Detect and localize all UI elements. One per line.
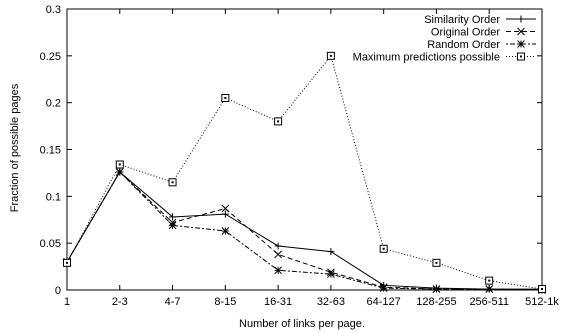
data-point: [168, 221, 177, 230]
data-point: [379, 284, 388, 292]
series-line: [66, 171, 543, 291]
data-point: [485, 276, 494, 285]
legend-label: Similarity Order: [424, 14, 500, 26]
x-tick-label: 2-3: [112, 296, 128, 308]
x-tick-label: 64-127: [367, 296, 401, 308]
data-point: [379, 244, 388, 253]
data-point: [221, 227, 230, 235]
y-axis: 0 0.05 0.1 0.15 0.2 0.25 0.3: [40, 4, 542, 297]
legend-marker: [517, 27, 525, 36]
y-tick-label: 0: [55, 285, 61, 297]
x-tick-label: 4-7: [165, 296, 181, 308]
x-tick-label: 16-31: [264, 296, 292, 308]
y-tick-label: 0.1: [46, 191, 61, 203]
data-point: [115, 168, 124, 176]
legend-item: Random Order: [427, 39, 536, 51]
y-tick-label: 0.2: [46, 98, 61, 110]
legend-item: Maximum predictions possible: [353, 52, 536, 64]
series-random-order: [63, 168, 546, 294]
series-similarity-order: [63, 168, 546, 293]
y-tick-label: 0.15: [40, 145, 61, 157]
series-group: [63, 51, 546, 294]
data-point: [169, 213, 177, 221]
legend-label: Original Order: [431, 27, 500, 39]
data-point: [63, 258, 71, 267]
data-point: [115, 160, 124, 169]
data-point: [432, 285, 441, 293]
data-point: [221, 204, 230, 213]
data-point: [327, 248, 335, 256]
series-original-order: [63, 168, 546, 294]
data-point: [274, 117, 283, 126]
data-point: [485, 285, 494, 293]
x-tick-label: 8-15: [214, 296, 236, 308]
data-point: [274, 266, 282, 275]
x-tick-label: 1: [64, 296, 70, 308]
data-point: [274, 250, 282, 259]
data-point: [274, 242, 282, 250]
data-point: [326, 51, 335, 60]
data-point: [221, 93, 230, 102]
data-point: [168, 178, 177, 187]
x-tick-label: 32-63: [317, 296, 345, 308]
data-point: [327, 270, 335, 278]
data-point: [432, 258, 441, 267]
legend-marker: [517, 40, 525, 48]
x-axis: 1 2-3 4-7 8-15 16-31 32-63 64-127 128-255 256-51…: [64, 9, 559, 308]
x-axis-label: Number of links per page.: [239, 318, 365, 330]
x-tick-label: 256-511: [469, 296, 509, 308]
legend-item: Similarity Order: [424, 14, 536, 26]
x-tick-label: 512-1k: [525, 296, 559, 308]
legend-marker: [517, 15, 525, 23]
legend-label: Maximum predictions possible: [353, 52, 500, 64]
series-maximum-predictions-possible: [63, 51, 546, 294]
legend-marker: [517, 52, 525, 61]
y-tick-label: 0.25: [40, 51, 61, 63]
y-axis-label: Fraction of possible pages: [9, 83, 21, 212]
series-line: [66, 54, 543, 290]
data-point: [221, 210, 229, 218]
legend-item: Original Order: [431, 27, 536, 39]
legend-label: Random Order: [427, 39, 500, 51]
data-point: [538, 285, 546, 294]
y-tick-label: 0.05: [40, 238, 61, 250]
y-tick-label: 0.3: [46, 4, 61, 16]
x-tick-label: 128-255: [416, 296, 456, 308]
